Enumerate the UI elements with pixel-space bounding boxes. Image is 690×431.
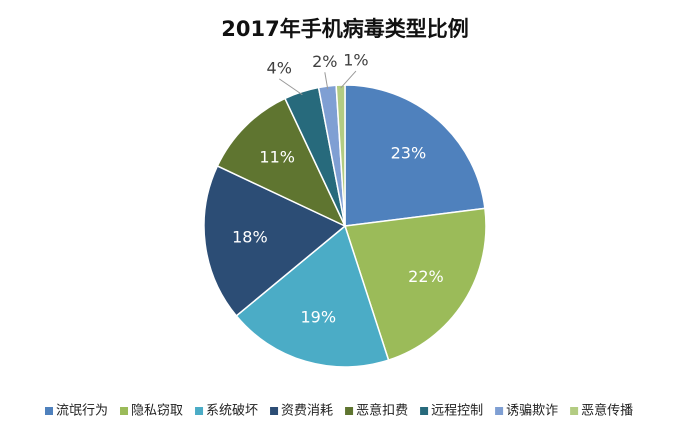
legend-swatch bbox=[420, 407, 429, 415]
legend-swatch bbox=[120, 407, 129, 415]
data-label: 1% bbox=[343, 51, 368, 70]
legend-swatch bbox=[570, 407, 579, 415]
data-label: 18% bbox=[232, 228, 268, 247]
legend-label: 远程控制 bbox=[431, 404, 483, 419]
leader-line bbox=[340, 70, 357, 89]
pie-slice bbox=[344, 207, 487, 362]
data-label: 23% bbox=[391, 144, 427, 163]
legend-label: 隐私窃取 bbox=[131, 403, 183, 419]
data-label: 11% bbox=[259, 148, 295, 167]
legend-swatch bbox=[270, 407, 279, 415]
legend-swatch bbox=[345, 407, 354, 415]
data-label: 22% bbox=[408, 267, 444, 286]
legend-swatch bbox=[495, 407, 504, 415]
leader-line bbox=[324, 72, 329, 90]
pie-slice bbox=[216, 97, 347, 228]
leader-line bbox=[278, 78, 303, 96]
legend-label: 恶意扣费 bbox=[356, 403, 408, 419]
pie-slice bbox=[203, 164, 347, 317]
data-label: 19% bbox=[300, 308, 336, 327]
pie-slice bbox=[344, 84, 486, 227]
legend-label: 资费消耗 bbox=[281, 404, 333, 419]
legend-label: 诱骗欺诈 bbox=[506, 404, 558, 419]
pie-slice bbox=[335, 84, 346, 227]
legend-swatch bbox=[195, 407, 204, 415]
legend-label: 系统破坏 bbox=[206, 404, 258, 419]
chart-title: 2017年手机病毒类型比例 bbox=[221, 17, 468, 41]
data-label: 4% bbox=[267, 58, 292, 77]
legend-label: 流氓行为 bbox=[56, 404, 108, 419]
legend-swatch bbox=[45, 407, 53, 415]
legend-label: 恶意传播 bbox=[581, 403, 633, 419]
data-label: 2% bbox=[312, 52, 337, 71]
pie-slice bbox=[235, 224, 390, 368]
